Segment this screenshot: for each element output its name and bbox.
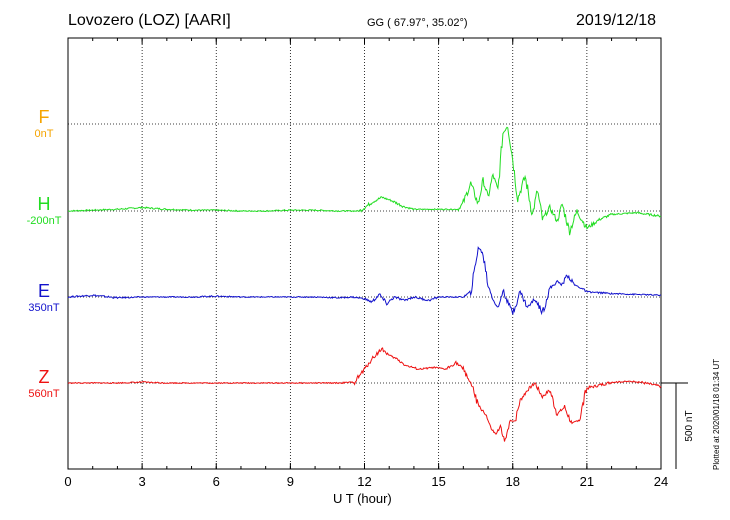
x-tick-label: 12 [357,474,371,489]
series-line-e [67,246,662,316]
channel-label-e: E 350nT [14,281,74,315]
x-tick-label: 18 [506,474,520,489]
station-title: Lovozero (LOZ) [AARI] [68,12,231,29]
x-tick-label: 9 [287,474,294,489]
channel-name: E [37,281,50,301]
x-tick-label: 3 [139,474,146,489]
channel-offset: 560nT [28,388,60,400]
x-axis-ticks: 0 3 6 9 12 15 18 21 24 [64,38,668,489]
series-line-z [67,347,662,442]
channel-offset: -200nT [26,215,62,227]
series-group [67,126,662,442]
channel-name: F [38,107,50,127]
chart-date: 2019/12/18 [576,12,657,29]
channel-label-h: H -200nT [14,194,74,228]
channel-offset: 350nT [28,302,60,314]
x-tick-label: 24 [654,474,668,489]
channel-offset: 0nT [34,128,54,140]
scale-bar: 500 nT [661,382,695,469]
x-tick-label: 6 [213,474,220,489]
channel-label-f: F 0nT [14,107,74,141]
grid [68,38,661,469]
channel-name: H [37,194,51,214]
x-tick-label: 15 [431,474,445,489]
series-line-h [67,126,662,236]
x-tick-label: 21 [580,474,594,489]
scale-bar-label: 500 nT [684,410,695,441]
channel-label-z: Z 560nT [14,367,74,401]
x-axis-label: U T (hour) [333,491,392,506]
channel-name: Z [38,367,50,387]
x-tick-label: 0 [64,474,71,489]
plotted-timestamp: Plotted at 2020/01/18 01:34 UT [712,358,721,470]
geographic-coordinates: GG ( 67.97°, 35.02°) [367,17,468,29]
